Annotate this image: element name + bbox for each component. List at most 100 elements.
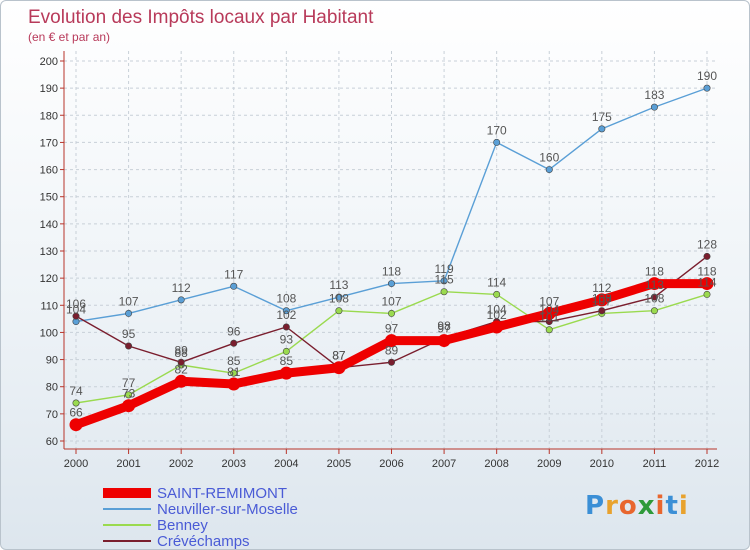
x-tick-label: 2010 bbox=[590, 458, 614, 470]
data-point bbox=[125, 309, 133, 317]
data-point bbox=[437, 334, 451, 348]
data-point bbox=[650, 307, 658, 315]
data-label: 93 bbox=[280, 332, 294, 346]
logo-letter: P bbox=[585, 491, 606, 521]
legend-item: Benney bbox=[103, 517, 208, 534]
data-point bbox=[387, 280, 395, 288]
data-label: 108 bbox=[329, 292, 349, 306]
legend-label: SAINT-REMIMONT bbox=[157, 484, 287, 502]
data-label: 87 bbox=[332, 349, 346, 363]
data-point bbox=[598, 307, 606, 315]
logo-letter: i bbox=[655, 491, 666, 521]
data-point bbox=[493, 290, 501, 298]
data-label: 89 bbox=[385, 343, 399, 357]
data-label: 108 bbox=[592, 292, 612, 306]
data-label: 119 bbox=[435, 262, 454, 276]
x-tick-label: 2011 bbox=[643, 458, 667, 470]
legend-swatch bbox=[103, 508, 151, 510]
chart-title: Evolution des Impôts locaux par Habitant bbox=[28, 7, 374, 28]
data-point bbox=[703, 252, 711, 260]
data-label: 114 bbox=[487, 275, 506, 289]
data-point bbox=[125, 342, 133, 350]
data-label: 106 bbox=[66, 297, 86, 311]
data-label: 101 bbox=[539, 311, 559, 325]
y-tick-label: 150 bbox=[40, 192, 58, 204]
x-tick-label: 2012 bbox=[695, 458, 719, 470]
y-tick-label: 160 bbox=[40, 165, 58, 177]
y-tick-label: 80 bbox=[46, 382, 58, 394]
data-point bbox=[177, 358, 185, 366]
logo-letter: t bbox=[665, 491, 679, 521]
data-point bbox=[174, 374, 188, 388]
data-label: 88 bbox=[174, 346, 188, 360]
data-point bbox=[282, 307, 290, 315]
legend-label: Neuviller-sur-Moselle bbox=[157, 500, 298, 518]
x-tick-label: 2007 bbox=[432, 458, 456, 470]
y-tick-label: 140 bbox=[40, 219, 58, 231]
data-label: 66 bbox=[69, 406, 83, 420]
data-label: 102 bbox=[276, 308, 296, 322]
data-label: 98 bbox=[437, 319, 451, 333]
y-tick-label: 120 bbox=[40, 273, 58, 285]
data-point bbox=[72, 312, 80, 320]
data-label: 128 bbox=[697, 237, 717, 251]
data-point bbox=[545, 326, 553, 334]
data-label: 117 bbox=[224, 267, 243, 281]
data-label: 108 bbox=[276, 292, 296, 306]
y-tick-label: 190 bbox=[40, 83, 58, 95]
data-label: 118 bbox=[697, 265, 716, 279]
logo-letter: i bbox=[678, 491, 689, 521]
logo-letter: o bbox=[618, 491, 638, 521]
x-tick-label: 2002 bbox=[169, 458, 193, 470]
data-label: 104 bbox=[487, 303, 507, 317]
data-point bbox=[177, 296, 185, 304]
y-tick-label: 110 bbox=[40, 300, 58, 312]
data-point bbox=[122, 399, 136, 413]
data-label: 160 bbox=[539, 151, 559, 165]
data-label: 107 bbox=[592, 294, 612, 308]
data-point bbox=[335, 293, 343, 301]
data-point bbox=[279, 366, 293, 380]
data-point bbox=[230, 369, 238, 377]
data-label: 108 bbox=[644, 292, 664, 306]
data-label: 96 bbox=[227, 324, 241, 338]
data-point bbox=[703, 290, 711, 298]
x-tick-label: 2008 bbox=[484, 458, 508, 470]
data-point bbox=[72, 399, 80, 407]
legend-swatch bbox=[103, 540, 151, 542]
data-point bbox=[387, 358, 395, 366]
data-point bbox=[440, 288, 448, 296]
y-tick-label: 90 bbox=[46, 355, 58, 367]
data-point bbox=[598, 125, 606, 133]
data-point bbox=[490, 320, 504, 334]
data-label: 82 bbox=[174, 362, 188, 376]
data-point bbox=[542, 306, 556, 320]
data-label: 85 bbox=[280, 354, 294, 368]
data-label: 170 bbox=[487, 123, 507, 137]
proxiti-logo: Proxiti bbox=[585, 491, 689, 521]
data-label: 104 bbox=[66, 303, 86, 317]
y-tick-label: 70 bbox=[46, 409, 58, 421]
data-label: 114 bbox=[697, 275, 716, 289]
data-label: 74 bbox=[69, 384, 83, 398]
data-point bbox=[335, 307, 343, 315]
data-point bbox=[700, 277, 714, 291]
x-tick-label: 2006 bbox=[379, 458, 403, 470]
data-point bbox=[227, 377, 241, 391]
data-point bbox=[440, 277, 448, 285]
data-point bbox=[230, 282, 238, 290]
logo-letter: r bbox=[605, 491, 619, 521]
x-tick-label: 2003 bbox=[222, 458, 246, 470]
x-tick-label: 2001 bbox=[116, 458, 140, 470]
data-label: 118 bbox=[382, 265, 401, 279]
data-point bbox=[125, 391, 133, 399]
logo-letter: x bbox=[637, 491, 656, 521]
x-tick-label: 2009 bbox=[537, 458, 561, 470]
data-point bbox=[230, 339, 238, 347]
data-point bbox=[493, 138, 501, 146]
data-label: 87 bbox=[332, 349, 346, 363]
data-point bbox=[595, 293, 609, 307]
data-label: 77 bbox=[122, 376, 136, 390]
y-tick-label: 180 bbox=[40, 110, 58, 122]
